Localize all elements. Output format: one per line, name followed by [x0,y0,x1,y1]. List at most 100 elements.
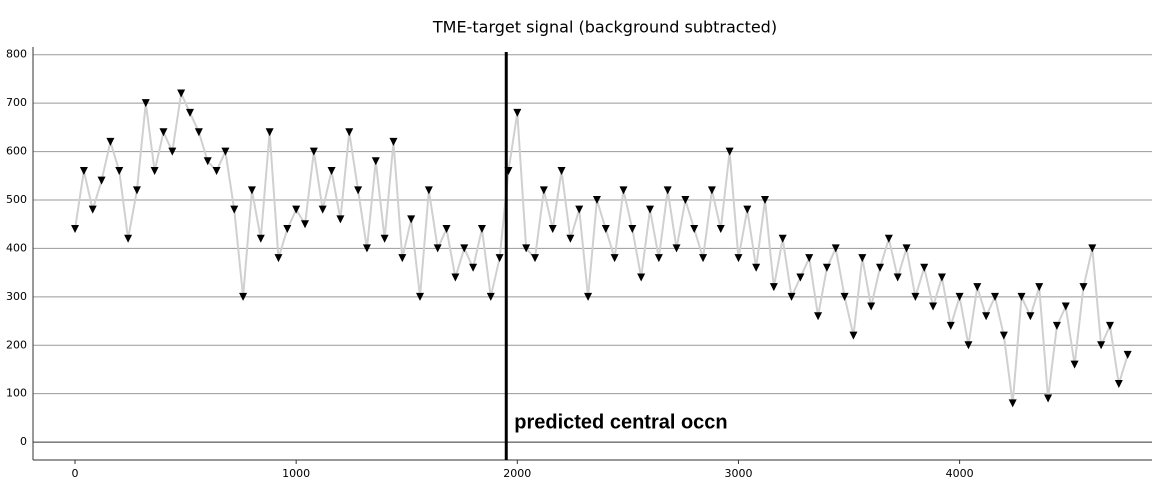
point [699,254,708,263]
series-line [74,90,1129,404]
y-tick-label: 800 [6,48,27,61]
point [964,341,973,350]
chart-title: TME-target signal (background subtracted… [432,18,777,37]
point [831,244,840,253]
point [875,263,884,272]
point [548,225,557,234]
point [124,234,133,243]
point [531,254,540,263]
point [849,331,858,340]
point [477,225,486,234]
point [566,234,575,243]
annotation: predicted central occn [514,411,727,433]
y-tick-label: 200 [6,338,27,351]
x-tick-label: 4000 [946,467,974,480]
x-tick-label: 2000 [503,467,531,480]
point [416,292,425,301]
point [982,312,991,321]
point [469,263,478,272]
point [1052,321,1061,330]
point [690,225,699,234]
point [71,225,80,234]
point [132,186,141,195]
point [274,254,283,263]
point [292,205,301,214]
x-tick-label: 3000 [724,467,752,480]
point [150,166,159,175]
point [1123,350,1132,359]
point [177,89,186,98]
point [672,244,681,253]
point [663,186,672,195]
point [212,166,221,175]
point [539,186,548,195]
point [1017,292,1026,301]
point [318,205,327,214]
point [654,254,663,263]
point [194,128,203,137]
point [309,147,318,156]
point [247,186,256,195]
point [88,205,97,214]
point [159,128,168,137]
point [265,128,274,137]
point [186,108,195,117]
point [79,166,88,175]
point [955,292,964,301]
point [734,254,743,263]
point [796,273,805,282]
point [645,205,654,214]
point [221,147,230,156]
point [743,205,752,214]
point [283,225,292,234]
point [814,312,823,321]
x-tick-label: 1000 [282,467,310,480]
point [1044,394,1053,403]
point [822,263,831,272]
point [840,292,849,301]
point [345,128,354,137]
point [522,244,531,253]
y-tick-label: 300 [6,290,27,303]
point [486,292,495,301]
point [106,137,115,146]
point [1079,283,1088,292]
y-tick-label: 400 [6,241,27,254]
point [867,302,876,311]
point [884,234,893,243]
y-tick-label: 100 [6,387,27,400]
point [371,157,380,166]
point [681,195,690,204]
point [725,147,734,156]
point [929,302,938,311]
point [1088,244,1097,253]
point [1035,283,1044,292]
point [239,292,248,301]
point [1105,321,1114,330]
point [354,186,363,195]
point [97,176,106,185]
point [858,254,867,263]
y-tick-label: 0 [20,435,27,448]
y-tick-label: 700 [6,96,27,109]
point [584,292,593,301]
point [637,273,646,282]
point [752,263,761,272]
point [230,205,239,214]
point [1061,302,1070,311]
point [893,273,902,282]
point [778,234,787,243]
point [999,331,1008,340]
point [336,215,345,224]
point [168,147,177,156]
point [327,166,336,175]
point [407,215,416,224]
point [442,225,451,234]
point [990,292,999,301]
x-tick-label: 0 [72,467,79,480]
point [805,254,814,263]
point [937,273,946,282]
point [433,244,442,253]
point [902,244,911,253]
